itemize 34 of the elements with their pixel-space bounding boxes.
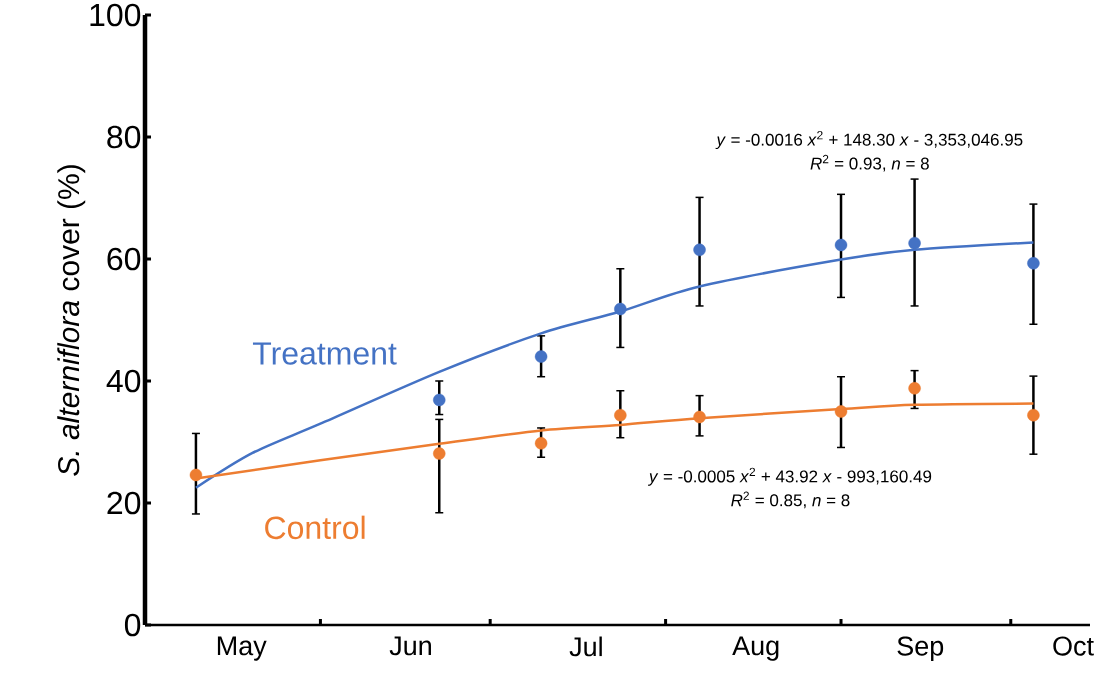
text: Control	[265, 515, 365, 540]
annotation: y = -0.0016 x$^{2}$ + 148.30 x - 3,353,046.95	[715, 130, 1023, 150]
point	[433, 393, 446, 407]
y-axis-title: S. alterniflora cover (%)	[57, 165, 86, 476]
point	[1027, 408, 1040, 422]
annotation: R$^{2}$ = 0.93, n = 8	[810, 154, 929, 172]
annotation: y = -0.0005 x$^{2}$ + 43.92 x - 993,160.49	[647, 467, 932, 486]
point	[534, 350, 548, 363]
y-tick-label: 40	[106, 369, 141, 393]
point	[534, 437, 548, 450]
point	[834, 238, 848, 252]
x-tick-label: Aug	[732, 636, 779, 661]
annotation: R$^{2}$ = 0.85, n = 8	[731, 491, 850, 509]
point	[908, 236, 921, 250]
point	[693, 410, 706, 424]
y-tick-label: 20	[107, 491, 141, 515]
y-tick-label: 100	[90, 3, 141, 27]
point	[693, 243, 706, 257]
point	[433, 447, 446, 460]
x-tick-label: Oct	[1053, 636, 1094, 656]
point	[908, 382, 921, 395]
point	[1027, 257, 1040, 270]
series-label: Treatment	[252, 342, 397, 365]
x-tick-label: May	[217, 636, 267, 661]
y-tick-label: 80	[107, 125, 141, 149]
point	[189, 468, 203, 482]
point	[614, 302, 627, 316]
x-tick-label: Sep	[897, 636, 944, 661]
point	[834, 405, 848, 418]
x-tick-label: Jun	[389, 636, 431, 656]
y-tick-label: 0	[124, 613, 141, 637]
x-tick-label: Jul	[569, 636, 602, 657]
point	[614, 408, 627, 422]
y-tick-label: 60	[107, 247, 141, 271]
